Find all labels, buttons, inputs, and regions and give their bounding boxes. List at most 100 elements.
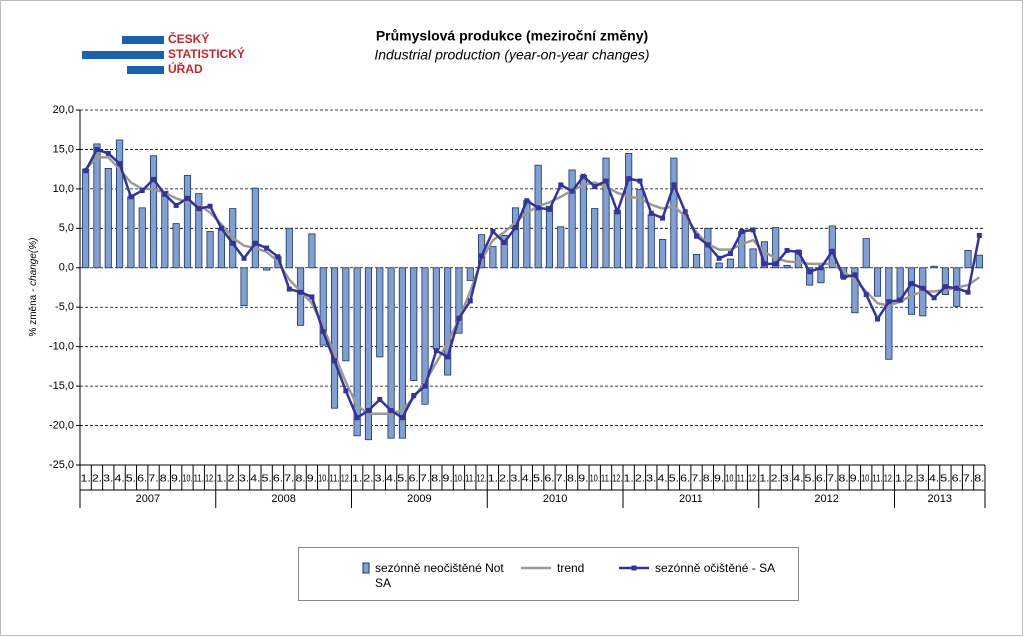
bar xyxy=(319,267,327,346)
marker xyxy=(151,176,157,182)
x-tick-label: 10. xyxy=(318,474,328,485)
marker xyxy=(739,228,745,234)
marker xyxy=(886,299,892,305)
marker xyxy=(343,388,349,394)
chart-title: Průmyslová produkce (meziroční změny) xyxy=(376,28,648,44)
bar xyxy=(885,267,893,360)
marker xyxy=(501,240,507,246)
bar xyxy=(421,267,429,405)
x-group-label: 2007 xyxy=(136,493,160,505)
marker xyxy=(117,161,123,167)
x-tick-label: 4. xyxy=(522,474,532,485)
x-tick-label: 2. xyxy=(906,474,916,485)
bar xyxy=(659,238,667,269)
marker xyxy=(648,210,654,216)
x-group-label: 2009 xyxy=(407,493,431,505)
y-tick-label: 0,0 xyxy=(59,262,74,274)
marker xyxy=(569,188,575,194)
bar xyxy=(410,267,418,381)
bar xyxy=(828,225,836,269)
bar xyxy=(240,267,248,307)
bar xyxy=(138,207,146,269)
marker xyxy=(535,205,541,211)
x-tick-label: 8. xyxy=(703,474,713,485)
marker xyxy=(128,194,134,200)
legend-key xyxy=(619,565,649,571)
marker xyxy=(637,178,643,184)
marker xyxy=(524,198,530,204)
marker xyxy=(852,272,858,278)
marker xyxy=(773,261,779,267)
marker xyxy=(942,284,948,290)
marker xyxy=(309,294,315,300)
legend-item: sezónně očištěné - SA xyxy=(617,561,775,576)
marker xyxy=(976,232,982,238)
x-tick-label: 1. xyxy=(624,474,634,485)
y-tick-label: -25,0 xyxy=(49,459,74,471)
bar xyxy=(964,250,972,269)
bar xyxy=(625,152,633,269)
x-tick-label: 6. xyxy=(952,474,962,485)
x-tick-label: 3. xyxy=(239,474,249,485)
x-tick-label: 12. xyxy=(612,474,622,485)
y-tick-label: 15,0 xyxy=(53,143,74,155)
bar xyxy=(93,143,101,269)
marker xyxy=(241,255,247,261)
marker xyxy=(320,329,326,335)
x-tick-label: 1. xyxy=(488,474,498,485)
bar xyxy=(217,227,225,269)
x-tick-label: 6. xyxy=(680,474,690,485)
x-tick-label: 6. xyxy=(273,474,283,485)
marker xyxy=(875,316,881,322)
marker xyxy=(139,187,145,193)
x-tick-label: 11. xyxy=(601,474,611,485)
x-tick-label: 6. xyxy=(816,474,826,485)
x-tick-label: 1. xyxy=(352,474,362,485)
marker xyxy=(196,206,202,212)
bar xyxy=(975,254,983,269)
bar xyxy=(591,208,599,269)
x-tick-label: 10. xyxy=(861,474,871,485)
x-tick-label: 12. xyxy=(884,474,894,485)
x-tick-label: 12. xyxy=(205,474,215,485)
x-tick-label: 2. xyxy=(228,474,238,485)
legend-key xyxy=(362,562,370,574)
marker xyxy=(490,228,496,234)
bar xyxy=(444,267,452,376)
x-tick-label: 3. xyxy=(510,474,520,485)
marker xyxy=(411,393,417,399)
x-tick-label: 11. xyxy=(872,474,882,485)
marker xyxy=(275,254,281,260)
x-tick-label: 1. xyxy=(216,474,226,485)
bar xyxy=(726,258,735,269)
marker xyxy=(727,251,733,257)
x-tick-label: 3. xyxy=(646,474,656,485)
marker xyxy=(784,247,790,253)
marker xyxy=(841,274,847,280)
marker xyxy=(230,240,236,246)
x-tick-label: 2. xyxy=(499,474,509,485)
x-tick-label: 7. xyxy=(691,474,701,485)
marker xyxy=(264,245,270,251)
legend-item: sezónně neočištěné Not SA xyxy=(337,561,510,591)
bar xyxy=(579,175,587,269)
x-tick-label: 8. xyxy=(431,474,441,485)
y-tick-label: -20,0 xyxy=(49,419,74,431)
marker xyxy=(807,269,813,275)
marker xyxy=(897,297,903,303)
marker xyxy=(354,415,360,421)
bar xyxy=(376,267,384,358)
x-tick-label: 1. xyxy=(759,474,769,485)
y-tick-label: 5,0 xyxy=(59,222,74,234)
x-tick-label: 2. xyxy=(635,474,645,485)
marker xyxy=(965,289,971,295)
x-tick-label: 5. xyxy=(940,474,950,485)
bar xyxy=(749,248,757,269)
x-tick-label: 3. xyxy=(782,474,792,485)
x-tick-label: 12. xyxy=(341,474,351,485)
x-tick-label: 5. xyxy=(533,474,543,485)
marker xyxy=(298,289,304,295)
bar xyxy=(613,209,621,269)
